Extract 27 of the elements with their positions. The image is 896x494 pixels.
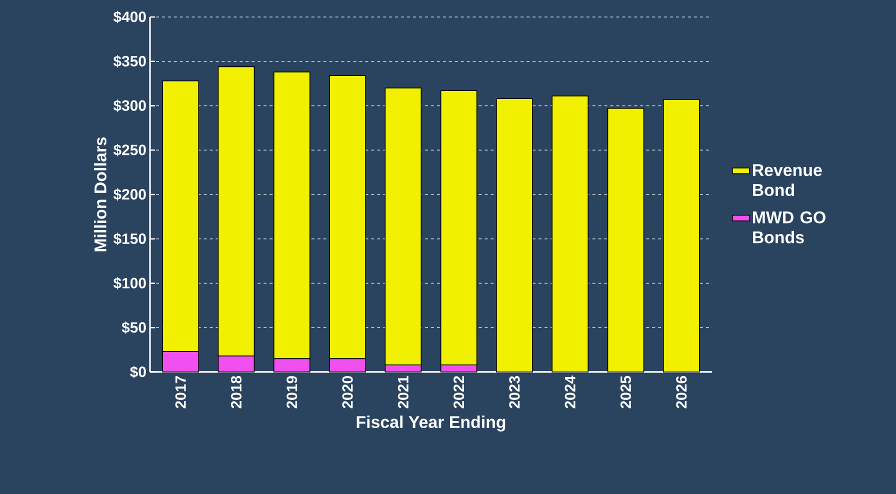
x-tick-label: 2018 <box>230 376 242 408</box>
y-tick-label: $350 <box>113 55 146 68</box>
x-tick-label: 2020 <box>342 376 353 408</box>
y-tick-label: $50 <box>122 322 146 334</box>
x-tick-label: 2025 <box>620 376 632 408</box>
y-tick-label: $200 <box>113 188 146 201</box>
bar <box>552 96 589 372</box>
x-axis-title: Fiscal Year Ending <box>356 416 506 432</box>
bar <box>663 99 700 372</box>
legend-label: MWD GO Bonds <box>752 211 826 244</box>
y-tick-label: $0 <box>130 366 146 378</box>
x-tick-label: 2019 <box>286 376 298 408</box>
y-tick-label: $250 <box>113 144 146 156</box>
x-tick-label: 2022 <box>454 376 464 408</box>
y-tick-label: $300 <box>113 100 146 112</box>
x-tick-label: 2026 <box>676 376 687 408</box>
y-axis-title: Million Dollars <box>94 137 106 252</box>
x-tick-label: 2024 <box>564 376 576 408</box>
legend-label: Revenue Bond <box>752 164 822 196</box>
x-tick-label: 2023 <box>509 376 520 408</box>
y-tick-label: $150 <box>113 232 146 245</box>
bar <box>496 98 533 372</box>
x-tick-label: 2021 <box>398 376 408 408</box>
y-tick-label: $400 <box>113 10 146 24</box>
bar <box>607 108 644 372</box>
x-tick-label: 2017 <box>175 376 186 408</box>
y-tick-label: $100 <box>113 277 146 290</box>
